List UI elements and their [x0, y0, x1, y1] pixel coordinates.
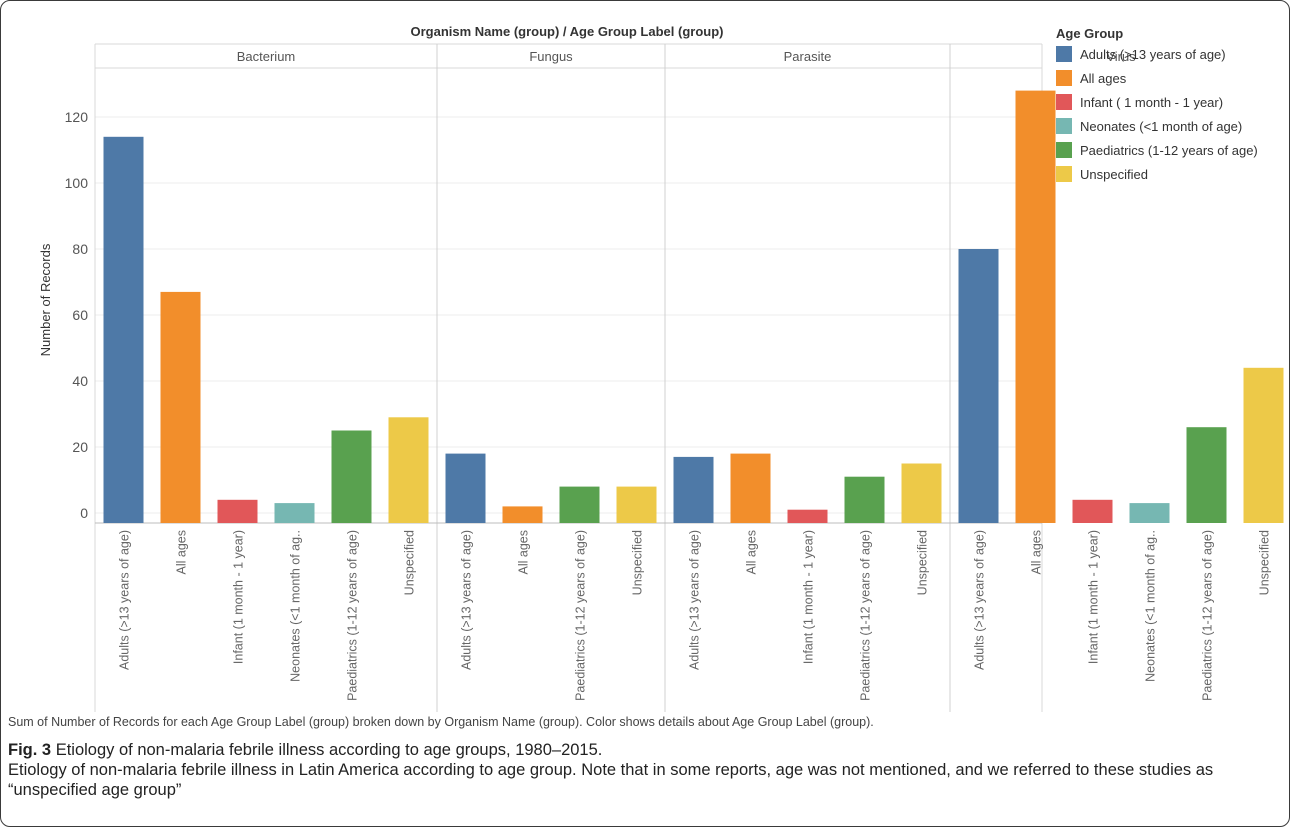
bar[interactable]: [730, 453, 771, 523]
figure-description: Etiology of non-malaria febrile illness …: [8, 761, 1214, 799]
x-tick-label: Adults (>13 years of age): [973, 530, 987, 670]
bar[interactable]: [1186, 427, 1227, 523]
x-tick-label: Unspecified: [916, 530, 930, 595]
x-tick-label: Paediatrics (1-12 years of age): [859, 530, 873, 701]
chart-footnote: Sum of Number of Records for each Age Gr…: [8, 715, 874, 729]
legend-swatch: [1056, 118, 1072, 134]
bar[interactable]: [787, 509, 828, 523]
bar[interactable]: [1072, 499, 1113, 523]
figure-title: Etiology of non-malaria febrile illness …: [55, 741, 603, 759]
x-tick-label: All ages: [1030, 530, 1044, 574]
bar[interactable]: [1243, 367, 1284, 523]
legend-title: Age Group: [1056, 26, 1123, 41]
y-tick-label: 20: [72, 439, 88, 455]
legend-swatch: [1056, 46, 1072, 62]
bar[interactable]: [616, 486, 657, 523]
bar[interactable]: [559, 486, 600, 523]
legend-label: Adults (>13 years of age): [1080, 47, 1226, 62]
legend-label: Neonates (<1 month of age): [1080, 119, 1242, 134]
legend-swatch: [1056, 70, 1072, 86]
x-tick-label: All ages: [517, 530, 531, 574]
y-tick-label: 0: [80, 505, 88, 521]
x-tick-label: All ages: [175, 530, 189, 574]
bar[interactable]: [844, 476, 885, 523]
bars: [103, 90, 1284, 524]
legend-swatch: [1056, 142, 1072, 158]
x-tick-label: Unspecified: [1258, 530, 1272, 595]
bar[interactable]: [103, 136, 144, 524]
x-tick-label: Infant (1 month - 1 year): [802, 530, 816, 664]
bar[interactable]: [388, 417, 429, 523]
y-tick-label: 60: [72, 307, 88, 323]
x-tick-label: Paediatrics (1-12 years of age): [574, 530, 588, 701]
bar[interactable]: [958, 249, 999, 523]
y-axis-title: Number of Records: [38, 243, 53, 356]
bar[interactable]: [445, 453, 486, 523]
bar[interactable]: [160, 291, 201, 523]
gridlines: [95, 116, 1042, 514]
bar[interactable]: [331, 430, 372, 524]
chart: Organism Name (group) / Age Group Label …: [38, 24, 1284, 712]
x-axis-labels: Adults (>13 years of age) All ages Infant …: [118, 530, 1272, 701]
x-tick-label: Adults (>13 years of age): [460, 530, 474, 670]
bar[interactable]: [1015, 90, 1056, 523]
legend: Age Group Adults (>13 years of age) All a…: [1056, 26, 1258, 182]
x-tick-label: Adults (>13 years of age): [688, 530, 702, 670]
x-tick-label: All ages: [745, 530, 759, 574]
x-tick-label: Unspecified: [403, 530, 417, 595]
panel-title: Fungus: [529, 49, 573, 64]
y-tick-label: 80: [72, 241, 88, 257]
panel-title: Parasite: [784, 49, 832, 64]
x-tick-label: Neonates (<1 month of ag..: [289, 530, 303, 682]
legend-label: Paediatrics (1-12 years of age): [1080, 143, 1258, 158]
bar[interactable]: [1129, 503, 1170, 523]
legend-label: All ages: [1080, 71, 1127, 86]
bar[interactable]: [901, 463, 942, 524]
bar[interactable]: [274, 503, 315, 523]
y-tick-label: 120: [65, 109, 89, 125]
legend-label: Infant ( 1 month - 1 year): [1080, 95, 1223, 110]
x-tick-label: Adults (>13 years of age): [118, 530, 132, 670]
y-axis-ticks: 0 20 40 60 80 100 120: [65, 109, 89, 521]
panel-title: Virus: [1106, 49, 1136, 64]
x-tick-label: Paediatrics (1-12 years of age): [1201, 530, 1215, 701]
panel-title: Bacterium: [237, 49, 296, 64]
figure-label: Fig. 3: [8, 741, 52, 759]
x-tick-label: Paediatrics (1-12 years of age): [346, 530, 360, 701]
y-tick-label: 100: [65, 175, 89, 191]
chart-header: Organism Name (group) / Age Group Label …: [411, 24, 724, 39]
y-tick-label: 40: [72, 373, 88, 389]
figure-caption: Fig. 3 Etiology of non-malaria febrile i…: [8, 740, 1268, 800]
x-tick-label: Unspecified: [631, 530, 645, 595]
legend-swatch: [1056, 94, 1072, 110]
legend-swatch: [1056, 166, 1072, 182]
bar[interactable]: [217, 499, 258, 523]
x-tick-label: Infant (1 month - 1 year): [1087, 530, 1101, 664]
legend-label: Unspecified: [1080, 167, 1148, 182]
x-tick-label: Infant (1 month - 1 year): [232, 530, 246, 664]
bar[interactable]: [502, 506, 543, 523]
x-tick-label: Neonates (<1 month of ag..: [1144, 530, 1158, 682]
bar[interactable]: [673, 456, 714, 523]
